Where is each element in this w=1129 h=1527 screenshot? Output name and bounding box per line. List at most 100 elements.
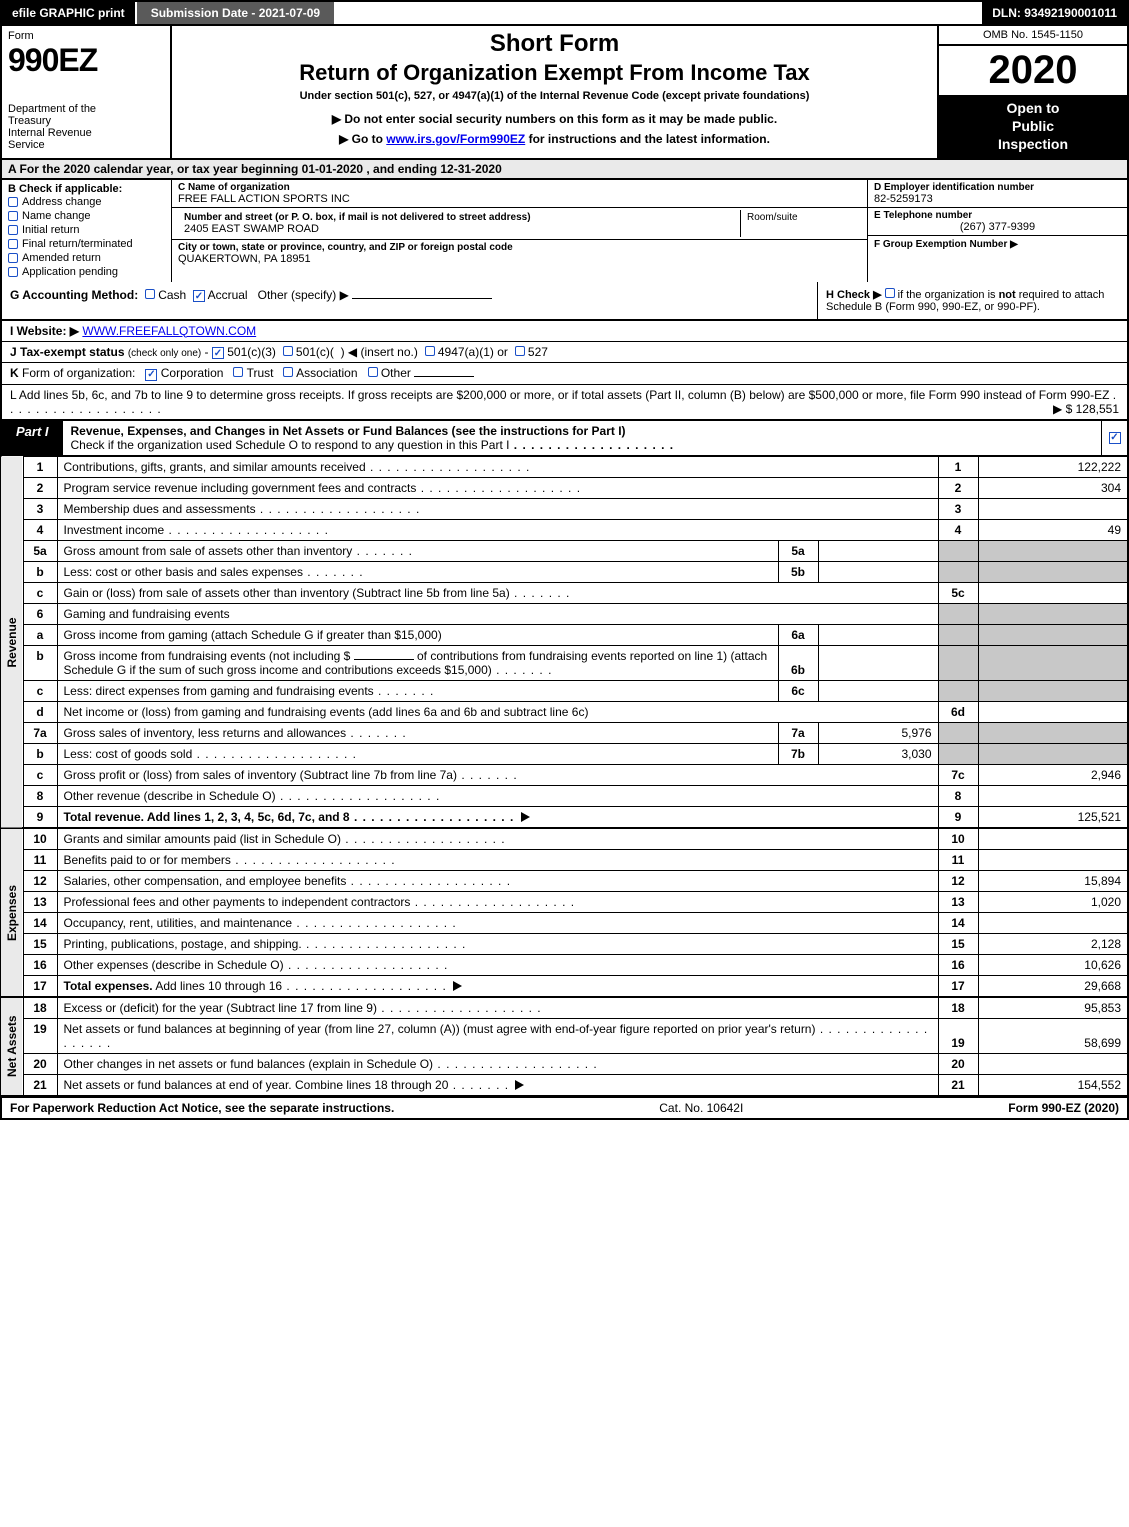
row-l: L Add lines 5b, 6c, and 7b to line 9 to … bbox=[0, 385, 1129, 421]
financial-table: Revenue 1 Contributions, gifts, grants, … bbox=[0, 456, 1129, 1097]
ssn-notice: ▶ Do not enter social security numbers o… bbox=[182, 112, 927, 126]
checkbox-checked-icon[interactable]: ✓ bbox=[212, 347, 224, 359]
line-val: 49 bbox=[978, 519, 1128, 540]
checkbox-icon bbox=[8, 239, 18, 249]
table-row: 5aGross amount from sale of assets other… bbox=[1, 540, 1128, 561]
checkbox-icon[interactable] bbox=[368, 367, 378, 377]
checkbox-checked-icon[interactable]: ✓ bbox=[145, 369, 157, 381]
table-row: 7aGross sales of inventory, less returns… bbox=[1, 722, 1128, 743]
line-desc: Other changes in net assets or fund bala… bbox=[64, 1057, 434, 1071]
line-desc: Gaming and fundraising events bbox=[57, 603, 938, 624]
chk-label: Application pending bbox=[22, 266, 118, 278]
chk-label: Amended return bbox=[22, 252, 101, 264]
suite-lbl: Room/suite bbox=[741, 210, 861, 237]
checkbox-checked-icon[interactable]: ✓ bbox=[193, 290, 205, 302]
city-lbl: City or town, state or province, country… bbox=[178, 242, 861, 253]
checkbox-icon[interactable] bbox=[425, 346, 435, 356]
website-label: I Website: ▶ bbox=[10, 324, 79, 338]
contrib-input[interactable] bbox=[354, 659, 414, 660]
line-val: 125,521 bbox=[978, 806, 1128, 828]
row-k: K Form of organization: ✓ Corporation Tr… bbox=[0, 363, 1129, 385]
short-form-title: Short Form bbox=[182, 30, 927, 58]
website-link[interactable]: WWW.FREEFALLQTOWN.COM bbox=[82, 324, 256, 338]
top-bar: efile GRAPHIC print Submission Date - 20… bbox=[0, 0, 1129, 26]
irs-link[interactable]: www.irs.gov/Form990EZ bbox=[386, 132, 525, 146]
row-g-h: G Accounting Method: Cash ✓ Accrual Othe… bbox=[0, 282, 1129, 321]
chk-initial-return[interactable]: Initial return bbox=[8, 223, 165, 237]
line-desc: Occupancy, rent, utilities, and maintena… bbox=[64, 916, 293, 930]
checkbox-icon[interactable] bbox=[885, 288, 895, 298]
tax-year: 2020 bbox=[939, 46, 1127, 95]
form-code: 990EZ bbox=[8, 42, 164, 79]
footer-left: For Paperwork Reduction Act Notice, see … bbox=[10, 1101, 394, 1115]
table-row: 8Other revenue (describe in Schedule O) … bbox=[1, 785, 1128, 806]
return-title: Return of Organization Exempt From Incom… bbox=[182, 60, 927, 86]
chk-app-pending[interactable]: Application pending bbox=[8, 265, 165, 279]
part1-header: Part I Revenue, Expenses, and Changes in… bbox=[0, 421, 1129, 456]
checkbox-icon[interactable] bbox=[515, 346, 525, 356]
chk-address-change[interactable]: Address change bbox=[8, 195, 165, 209]
row-g: G Accounting Method: Cash ✓ Accrual Othe… bbox=[2, 282, 817, 319]
checkbox-icon[interactable] bbox=[283, 346, 293, 356]
row-i: I Website: ▶ WWW.FREEFALLQTOWN.COM bbox=[0, 321, 1129, 342]
triangle-icon bbox=[515, 1080, 524, 1090]
table-row: 9Total revenue. Add lines 1, 2, 3, 4, 5c… bbox=[1, 806, 1128, 828]
other-input[interactable] bbox=[352, 298, 492, 299]
submission-date-label: Submission Date - 2021-07-09 bbox=[137, 2, 334, 24]
line-val bbox=[978, 701, 1128, 722]
line-val bbox=[978, 498, 1128, 519]
sub-val: 5,976 bbox=[818, 722, 938, 743]
triangle-icon bbox=[453, 981, 462, 991]
sub-val: 3,030 bbox=[818, 743, 938, 764]
checkbox-icon[interactable] bbox=[233, 367, 243, 377]
chk-amended[interactable]: Amended return bbox=[8, 251, 165, 265]
line-desc: Grants and similar amounts paid (list in… bbox=[64, 832, 341, 846]
form-id-block: Form 990EZ Department of theTreasuryInte… bbox=[2, 26, 172, 158]
part1-sched-o-check[interactable]: ✓ bbox=[1101, 421, 1127, 455]
grp-lbl: F Group Exemption Number ▶ bbox=[874, 239, 1018, 250]
under-section: Under section 501(c), 527, or 4947(a)(1)… bbox=[182, 90, 927, 102]
ein-lbl: D Employer identification number bbox=[874, 182, 1121, 193]
sub-val bbox=[818, 624, 938, 645]
line-desc: Gain or (loss) from sale of assets other… bbox=[64, 586, 510, 600]
line-val bbox=[978, 849, 1128, 870]
line-val: 10,626 bbox=[978, 954, 1128, 975]
sub-val bbox=[818, 645, 938, 680]
triangle-icon bbox=[521, 812, 530, 822]
line-ref: 1 bbox=[938, 456, 978, 477]
footer-cat: Cat. No. 10642I bbox=[394, 1101, 1008, 1115]
chk-label: Address change bbox=[22, 196, 102, 208]
line-val: 1,020 bbox=[978, 891, 1128, 912]
line-desc: Net income or (loss) from gaming and fun… bbox=[64, 705, 589, 719]
line-val bbox=[978, 912, 1128, 933]
dln-label: DLN: 93492190001011 bbox=[982, 2, 1127, 24]
table-row: bLess: cost of goods sold 7b3,030 bbox=[1, 743, 1128, 764]
line-desc: Other expenses (describe in Schedule O) bbox=[64, 958, 284, 972]
chk-name-change[interactable]: Name change bbox=[8, 209, 165, 223]
table-row: Expenses 10Grants and similar amounts pa… bbox=[1, 828, 1128, 850]
form-footer: For Paperwork Reduction Act Notice, see … bbox=[0, 1097, 1129, 1120]
table-row: 16Other expenses (describe in Schedule O… bbox=[1, 954, 1128, 975]
box-def: D Employer identification number 82-5259… bbox=[867, 180, 1127, 282]
line-val: 304 bbox=[978, 477, 1128, 498]
checkbox-icon[interactable] bbox=[283, 367, 293, 377]
chk-label: Final return/terminated bbox=[22, 238, 133, 250]
other-org-input[interactable] bbox=[414, 376, 474, 377]
chk-final-return[interactable]: Final return/terminated bbox=[8, 237, 165, 251]
efile-print-button[interactable]: efile GRAPHIC print bbox=[2, 2, 137, 24]
row-a-tax-year: A For the 2020 calendar year, or tax yea… bbox=[0, 160, 1129, 180]
line-desc: Program service revenue including govern… bbox=[64, 481, 417, 495]
line-desc: Gross income from fundraising events (no… bbox=[57, 645, 778, 680]
accrual-label: Accrual bbox=[208, 288, 248, 302]
checkbox-icon[interactable] bbox=[145, 289, 155, 299]
line-val: 15,894 bbox=[978, 870, 1128, 891]
table-row: 12Salaries, other compensation, and empl… bbox=[1, 870, 1128, 891]
form-title-block: Short Form Return of Organization Exempt… bbox=[172, 26, 937, 158]
table-row: 6Gaming and fundraising events bbox=[1, 603, 1128, 624]
line-desc: Excess or (deficit) for the year (Subtra… bbox=[64, 1001, 377, 1015]
table-row: 14Occupancy, rent, utilities, and mainte… bbox=[1, 912, 1128, 933]
sub-val bbox=[818, 540, 938, 561]
table-row: dNet income or (loss) from gaming and fu… bbox=[1, 701, 1128, 722]
table-row: 13Professional fees and other payments t… bbox=[1, 891, 1128, 912]
table-row: 21Net assets or fund balances at end of … bbox=[1, 1074, 1128, 1096]
